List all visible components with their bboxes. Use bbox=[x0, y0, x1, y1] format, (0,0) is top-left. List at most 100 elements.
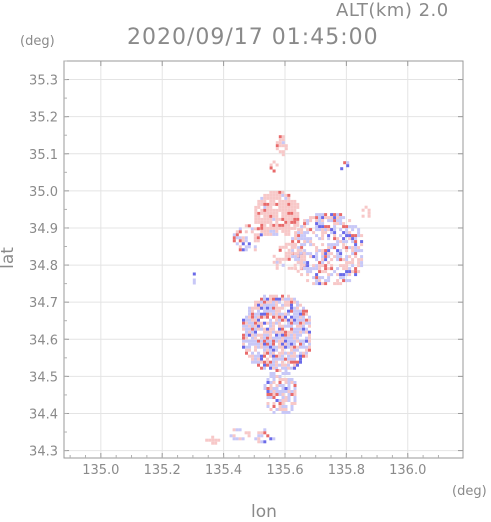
data-cell bbox=[324, 213, 328, 217]
data-cell bbox=[269, 348, 272, 352]
data-cell bbox=[293, 402, 297, 405]
data-cell bbox=[360, 243, 364, 247]
data-cell bbox=[293, 220, 297, 224]
data-cell bbox=[287, 229, 291, 233]
data-cell bbox=[354, 243, 358, 247]
data-cell bbox=[308, 324, 311, 328]
data-cell bbox=[351, 252, 355, 256]
data-cell bbox=[324, 225, 328, 229]
data-cell bbox=[263, 428, 267, 432]
data-cell bbox=[327, 267, 331, 271]
data-cell bbox=[293, 357, 296, 361]
data-cell bbox=[245, 324, 248, 328]
data-cell bbox=[281, 226, 285, 230]
data-cell bbox=[272, 360, 275, 364]
data-cell bbox=[321, 213, 325, 217]
data-cell bbox=[242, 336, 245, 340]
data-cell bbox=[278, 342, 281, 346]
data-cell bbox=[272, 396, 276, 399]
data-cell bbox=[299, 333, 302, 337]
data-cell bbox=[294, 255, 298, 259]
data-cell bbox=[315, 246, 319, 250]
data-cell bbox=[351, 228, 355, 232]
data-cell bbox=[299, 351, 302, 355]
data-cell bbox=[248, 342, 251, 346]
data-cell bbox=[357, 258, 361, 262]
data-cell bbox=[263, 366, 266, 370]
data-cell bbox=[342, 237, 346, 241]
data-cell bbox=[263, 384, 267, 387]
data-cell bbox=[272, 193, 276, 197]
data-cell bbox=[336, 213, 340, 217]
data-cell bbox=[235, 236, 239, 240]
data-cell bbox=[281, 342, 284, 346]
data-cell bbox=[293, 366, 296, 370]
data-cell bbox=[327, 252, 331, 256]
data-cell bbox=[245, 318, 248, 322]
data-cell bbox=[281, 199, 285, 203]
data-cell bbox=[275, 390, 279, 393]
data-cell bbox=[278, 245, 282, 249]
data-cell bbox=[275, 190, 279, 194]
data-cell bbox=[281, 263, 285, 267]
data-cell bbox=[251, 351, 254, 355]
data-cell bbox=[287, 336, 290, 340]
data-cell bbox=[330, 243, 334, 247]
data-cell bbox=[266, 378, 270, 381]
data-cell bbox=[324, 270, 328, 274]
data-cell bbox=[278, 351, 281, 355]
data-cell bbox=[342, 267, 346, 271]
data-cell bbox=[284, 399, 288, 402]
data-cell bbox=[296, 315, 299, 319]
data-cell bbox=[281, 348, 284, 352]
data-cell bbox=[251, 306, 254, 310]
data-cell bbox=[269, 232, 273, 236]
data-cell bbox=[318, 213, 322, 217]
data-cell bbox=[254, 318, 257, 322]
data-cell bbox=[351, 240, 355, 244]
data-cell bbox=[232, 236, 236, 240]
data-cell bbox=[348, 261, 352, 265]
data-cell bbox=[232, 434, 236, 438]
data-cell bbox=[306, 264, 310, 268]
data-cell bbox=[272, 211, 276, 215]
data-cell bbox=[269, 342, 272, 346]
data-cell bbox=[293, 333, 296, 337]
data-cell bbox=[293, 381, 297, 384]
data-cell bbox=[257, 303, 260, 307]
data-cell bbox=[281, 378, 285, 381]
data-cell bbox=[284, 342, 287, 346]
data-cell bbox=[327, 249, 331, 253]
data-cell bbox=[272, 315, 275, 319]
data-cell bbox=[256, 239, 260, 243]
data-cell bbox=[342, 264, 346, 268]
data-cell bbox=[306, 231, 310, 235]
data-cell bbox=[345, 267, 349, 271]
data-cell bbox=[287, 372, 291, 375]
y-axis-unit: (deg) bbox=[20, 34, 55, 49]
data-cell bbox=[241, 236, 245, 240]
data-cell bbox=[272, 232, 276, 236]
data-cell bbox=[284, 372, 288, 375]
data-cell bbox=[296, 251, 300, 255]
data-cell bbox=[266, 205, 270, 209]
data-cell bbox=[296, 303, 299, 307]
data-cell bbox=[266, 196, 270, 200]
data-cell bbox=[306, 237, 310, 241]
data-cell bbox=[278, 405, 282, 408]
data-cell bbox=[345, 255, 349, 259]
data-cell bbox=[278, 318, 281, 322]
data-cell bbox=[287, 318, 290, 322]
data-cell bbox=[253, 233, 257, 237]
data-cell bbox=[339, 255, 343, 259]
data-cell bbox=[251, 318, 254, 322]
data-cell bbox=[290, 199, 294, 203]
data-cell bbox=[339, 273, 343, 277]
data-cell bbox=[336, 267, 340, 271]
data-cell bbox=[242, 339, 245, 343]
data-cell bbox=[281, 193, 285, 197]
data-cell bbox=[247, 245, 251, 249]
data-cell bbox=[244, 245, 248, 249]
data-cell bbox=[299, 266, 303, 270]
data-cell bbox=[266, 220, 270, 224]
